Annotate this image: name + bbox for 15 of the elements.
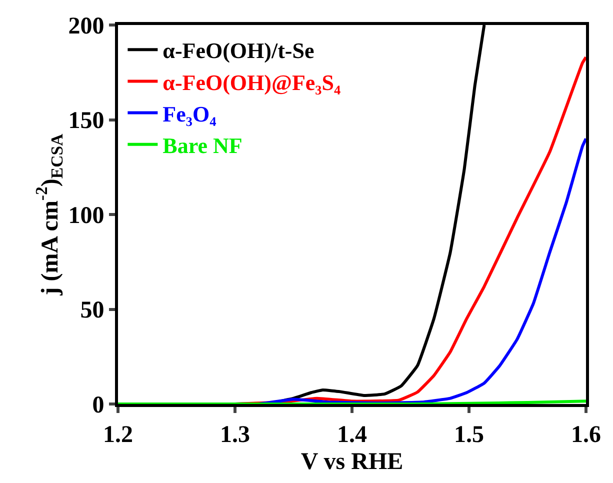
y-tick-label: 50 [80,298,104,324]
x-axis-title: V vs RHE [300,449,404,476]
y-tick-label: 100 [68,202,104,229]
x-tick-label: 1.4 [337,422,367,448]
y-tick-label: 200 [68,13,104,40]
legend-label: α-FeO(OH)/t-Se [162,38,314,64]
legend-label: Fe₃O₄ [162,101,217,126]
x-tick-label: 1.6 [571,422,601,448]
y-tick-label: 150 [68,108,104,134]
x-tick-label: 1.2 [103,422,133,448]
legend-label: Bare NF [162,132,242,158]
y-tick-label: 0 [92,392,104,418]
legend-label: α-FeO(OH)@Fe₃S₄ [162,70,341,95]
x-tick-label: 1.5 [454,422,484,448]
x-tick-label: 1.3 [220,422,250,448]
